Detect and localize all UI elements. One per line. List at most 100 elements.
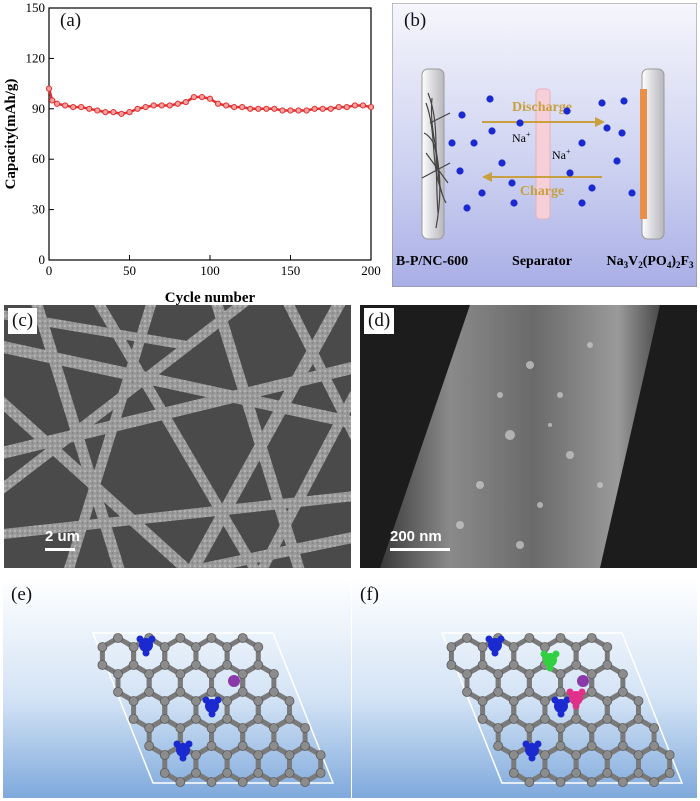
panel-c-scalebar xyxy=(45,548,75,551)
carbon-atom xyxy=(508,714,519,724)
carbon-atom xyxy=(508,642,519,652)
x-tick-label: 200 xyxy=(361,263,381,278)
carbon-atom xyxy=(602,750,613,760)
carbon-atom xyxy=(524,633,535,643)
carbon-atom xyxy=(617,687,628,697)
carbon-atom xyxy=(446,642,457,652)
sodium-ion xyxy=(488,127,496,135)
lattice-model-f xyxy=(352,578,697,798)
carbon-atom xyxy=(144,687,155,697)
capacity-data-point xyxy=(110,109,117,116)
capacity-data-point xyxy=(335,104,342,111)
capacity-data-point xyxy=(190,93,197,101)
carbon-atom xyxy=(191,714,201,724)
carbon-atom xyxy=(586,687,597,697)
carbon-atom xyxy=(571,750,582,760)
carbon-atom xyxy=(508,696,519,706)
sodium-ion xyxy=(588,184,596,192)
capacity-data-point xyxy=(214,100,222,107)
carbon-atom xyxy=(191,660,201,670)
blue-dopant-atom xyxy=(173,740,193,762)
carbon-atom xyxy=(222,642,233,652)
carbon-atom xyxy=(237,633,248,643)
anode-label: B-P/NC-600 xyxy=(396,254,468,269)
capacity-data-point xyxy=(166,102,173,109)
panel-b-label: (b) xyxy=(404,10,427,31)
carbon-atom xyxy=(602,696,613,706)
carbon-atom xyxy=(144,669,155,679)
capacity-data-point xyxy=(198,93,206,101)
blue-dopant-atom xyxy=(136,635,156,657)
panel-f-atomic-model: (f) xyxy=(352,578,697,798)
carbon-atom xyxy=(540,642,550,652)
capacity-data-point xyxy=(279,107,286,114)
y-tick-label: 120 xyxy=(26,50,46,65)
x-tick-label: 50 xyxy=(123,263,136,278)
carbon-atom xyxy=(113,633,123,643)
charge-arrow xyxy=(482,172,602,182)
x-tick-label: 0 xyxy=(46,263,53,278)
carbon-atom xyxy=(617,777,628,787)
carbon-atom xyxy=(206,687,217,697)
carbon-atom xyxy=(508,660,519,670)
carbon-atom xyxy=(602,768,613,778)
carbon-atom xyxy=(222,714,233,724)
carbon-atom xyxy=(586,777,597,787)
carbon-atom xyxy=(649,777,659,787)
carbon-atom xyxy=(253,714,264,724)
capacity-data-point xyxy=(134,105,141,112)
carbon-atom xyxy=(524,777,535,787)
sodium-ion xyxy=(620,97,628,105)
panel-d-label: (d) xyxy=(364,308,395,334)
sodium-ion xyxy=(578,199,586,207)
carbon-atom xyxy=(617,723,628,733)
carbon-atom xyxy=(284,696,295,706)
blue-dopant-atom xyxy=(202,696,222,718)
capacity-data-point xyxy=(49,97,56,104)
carbon-atom xyxy=(508,750,519,760)
capacity-data-point xyxy=(303,107,310,114)
carbon-atom xyxy=(253,642,264,652)
carbon-atom xyxy=(508,768,519,778)
panel-a-capacity-chart: 0 50 100 150 200 0 30 60 90 120 150 Cycle number C… xyxy=(0,0,385,305)
carbon-atom xyxy=(222,768,233,778)
carbon-atom xyxy=(477,696,488,706)
carbon-atom xyxy=(555,777,566,787)
capacity-data-point xyxy=(263,105,270,112)
capacity-data-point xyxy=(118,110,125,117)
carbon-atom xyxy=(175,723,186,733)
unit-cell-outline xyxy=(440,632,684,784)
carbon-atom xyxy=(253,696,264,706)
model-background xyxy=(3,578,351,798)
carbon-atom xyxy=(206,777,217,787)
capacity-data-point xyxy=(295,107,302,114)
panel-b-battery-schematic: Discharge Charge Na+ Na+ B-P/NC-600 Sepa… xyxy=(392,3,697,287)
carbon-atom xyxy=(159,660,170,670)
capacity-data-point xyxy=(223,102,230,109)
carbon-atom xyxy=(586,669,597,679)
blue-dopant-atom xyxy=(551,696,571,718)
sodium-ion xyxy=(516,119,524,127)
carbon-atom xyxy=(602,714,613,724)
carbon-atom xyxy=(268,723,279,733)
sodium-ion xyxy=(603,124,611,132)
capacity-data-point xyxy=(174,100,181,107)
capacity-data-point xyxy=(126,109,133,116)
carbon-atom xyxy=(284,714,295,724)
carbon-atom xyxy=(586,723,597,733)
carbon-atom xyxy=(159,768,170,778)
carbon-atom xyxy=(540,768,550,778)
carbon-atom xyxy=(159,642,170,652)
chart-plot-frame xyxy=(48,7,372,261)
capacity-data-point xyxy=(367,104,375,111)
carbon-atom xyxy=(268,687,279,697)
y-tick-label: 0 xyxy=(39,252,46,267)
carbon-atom xyxy=(253,660,264,670)
capacity-data-point xyxy=(182,98,189,106)
carbon-atom xyxy=(206,633,217,643)
panel-d-scalebar xyxy=(390,548,450,551)
carbon-atom xyxy=(493,687,504,697)
carbon-atom xyxy=(237,669,248,679)
sodium-ion xyxy=(463,204,471,212)
cathode-label: Na3V2(PO4)2F3 xyxy=(606,254,694,270)
